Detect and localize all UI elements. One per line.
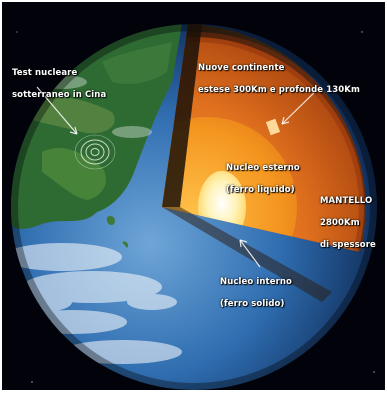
nuclear-test-arrow [36,86,78,135]
inner-core-arrow [239,239,261,268]
earth-cutaway-diagram: Test nucleare sotterraneo in Cina Nuove … [2,2,385,390]
earth-illustration [11,24,377,390]
label-outer-core-line2: (ferro liquido) [226,185,295,195]
label-nuclear-test-line1: Test nucleare [12,68,78,78]
label-new-continents-line1: Nuove continente [198,63,285,73]
new-continents-arrow [281,86,321,125]
label-nuclear-test: Test nucleare sotterraneo in Cina [12,57,106,112]
label-mantle-line3: di spessore [320,240,376,250]
label-inner-core: Nucleo interno (ferro solido) [220,266,292,321]
label-nuclear-test-line2: sotterraneo in Cina [12,90,107,100]
label-outer-core: Nucleo esterno (ferro liquido) [226,152,300,207]
starfield [16,31,375,383]
earth-cutaway [162,24,366,302]
label-inner-core-line2: (ferro solido) [220,299,285,309]
label-inner-core-line1: Nucleo interno [220,277,292,287]
label-outer-core-line1: Nucleo esterno [226,163,300,173]
label-mantle-line1: MANTELLO [320,196,373,206]
nuclear-test-marker [74,134,116,170]
label-mantle: MANTELLO 2800Km di spessore [320,185,376,262]
label-new-continents: Nuove continente estese 300Km e profonde… [198,52,360,107]
label-new-continents-line2: estese 300Km e profonde 130Km [198,85,360,95]
label-mantle-line2: 2800Km [320,218,360,228]
pointer-arrows [36,86,321,268]
